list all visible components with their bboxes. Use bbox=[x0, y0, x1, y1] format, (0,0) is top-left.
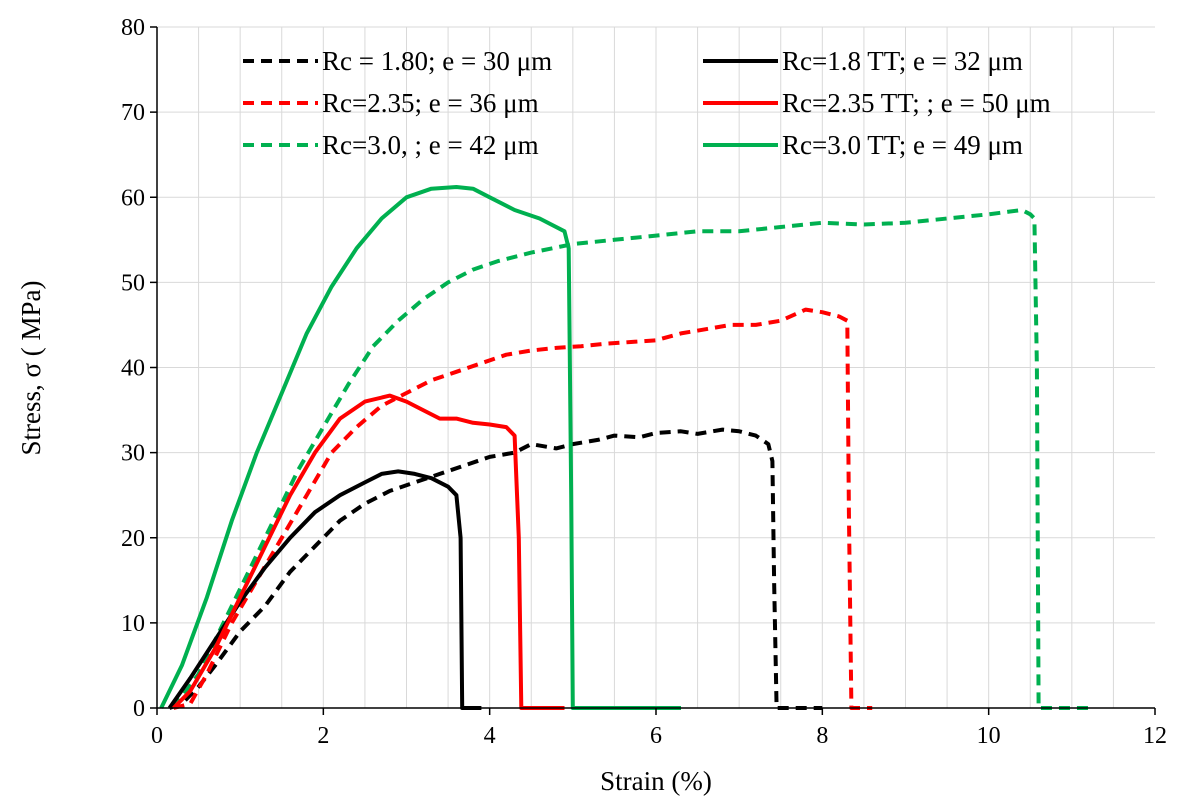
series-line-5 bbox=[172, 393, 565, 710]
y-tick-label: 0 bbox=[133, 696, 145, 722]
x-tick-label: 6 bbox=[650, 723, 662, 749]
y-tick-label: 70 bbox=[121, 100, 145, 126]
y-tick-label: 60 bbox=[121, 185, 145, 211]
legend-entry-4: Rc=1.8 TT; e = 32 μm bbox=[703, 46, 1023, 76]
legend-entry-5: Rc=2.35 TT; ; e = 50 μm bbox=[703, 88, 1051, 118]
legend-label: Rc=2.35 TT; ; e = 50 μm bbox=[782, 88, 1051, 118]
series-line-6 bbox=[159, 185, 681, 710]
legend-entry-6: Rc=3.0 TT; e = 49 μm bbox=[703, 130, 1023, 160]
series-line-1 bbox=[168, 427, 823, 710]
grid bbox=[157, 26, 1155, 708]
x-axis-title: Strain (%) bbox=[600, 766, 712, 796]
y-tick-label: 40 bbox=[121, 356, 145, 382]
axes bbox=[150, 26, 1156, 715]
x-tick-label: 10 bbox=[977, 723, 1001, 749]
y-tick-label: 50 bbox=[121, 270, 145, 296]
x-tick-label: 2 bbox=[317, 723, 329, 749]
legend-label: Rc=3.0, ; e = 42 μm bbox=[322, 130, 539, 160]
y-tick-label: 10 bbox=[121, 611, 145, 637]
x-tick-label: 4 bbox=[484, 723, 496, 749]
legend-label: Rc=3.0 TT; e = 49 μm bbox=[782, 130, 1023, 160]
legend-label: Rc=1.8 TT; e = 32 μm bbox=[782, 46, 1023, 76]
legend-entry-3: Rc=3.0, ; e = 42 μm bbox=[243, 130, 539, 160]
x-tick-label: 8 bbox=[816, 723, 828, 749]
x-tick-label: 0 bbox=[151, 723, 163, 749]
legend-entry-1: Rc = 1.80; e = 30 μm bbox=[243, 46, 552, 76]
legend-label: Rc = 1.80; e = 30 μm bbox=[322, 46, 552, 76]
legend-entry-2: Rc=2.35; e = 36 μm bbox=[243, 88, 539, 118]
legend-label: Rc=2.35; e = 36 μm bbox=[322, 88, 539, 118]
series-line-2 bbox=[173, 307, 873, 710]
series-layer bbox=[159, 185, 1089, 710]
x-tick-label: 12 bbox=[1143, 723, 1167, 749]
y-tick-label: 80 bbox=[121, 15, 145, 41]
y-tick-label: 20 bbox=[121, 526, 145, 552]
y-tick-label: 30 bbox=[121, 441, 145, 467]
legend: Rc = 1.80; e = 30 μm Rc=2.35; e = 36 μm Rc… bbox=[243, 46, 1051, 160]
tick-labels: 0 2 4 6 8 10 12 0 10 20 30 40 50 60 70 80 bbox=[121, 15, 1167, 749]
series-line-4 bbox=[167, 469, 482, 710]
series-line-3 bbox=[171, 208, 1089, 710]
y-axis-title: Stress, σ ( MPa) bbox=[16, 280, 46, 455]
